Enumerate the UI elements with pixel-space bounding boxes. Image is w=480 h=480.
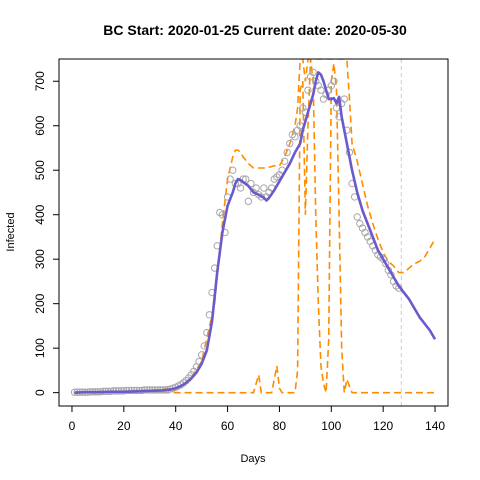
y-axis: 0 100 200 300 400 500 600 700 [33,71,59,396]
lower-bound-line [75,59,435,393]
x-tick-label: 40 [169,419,183,433]
fitted-line [75,72,435,392]
plot-area [71,59,435,406]
y-axis-label: Infected [5,212,17,251]
y-tick-label: 700 [33,71,47,91]
observed-point [305,87,311,93]
x-tick-label: 0 [69,419,76,433]
upper-bound-line [75,59,435,392]
y-tick-label: 100 [33,338,47,358]
chart-title: BC Start: 2020-01-25 Current date: 2020-… [103,22,407,38]
observed-point [245,198,251,204]
observed-point [230,167,236,173]
x-tick-label: 100 [321,419,341,433]
x-axis: 0 20 40 60 80 100 120 140 [69,406,446,433]
y-tick-label: 600 [33,115,47,135]
x-tick-label: 140 [425,419,445,433]
y-tick-label: 400 [33,204,47,224]
x-axis-label: Days [240,453,266,465]
x-tick-label: 20 [117,419,131,433]
x-tick-label: 80 [273,419,287,433]
observed-point [354,214,360,220]
plot-frame [59,59,448,406]
y-tick-label: 200 [33,293,47,313]
y-tick-label: 0 [33,389,47,396]
y-tick-label: 500 [33,160,47,180]
y-tick-label: 300 [33,249,47,269]
x-tick-label: 120 [373,419,393,433]
x-tick-label: 60 [221,419,235,433]
